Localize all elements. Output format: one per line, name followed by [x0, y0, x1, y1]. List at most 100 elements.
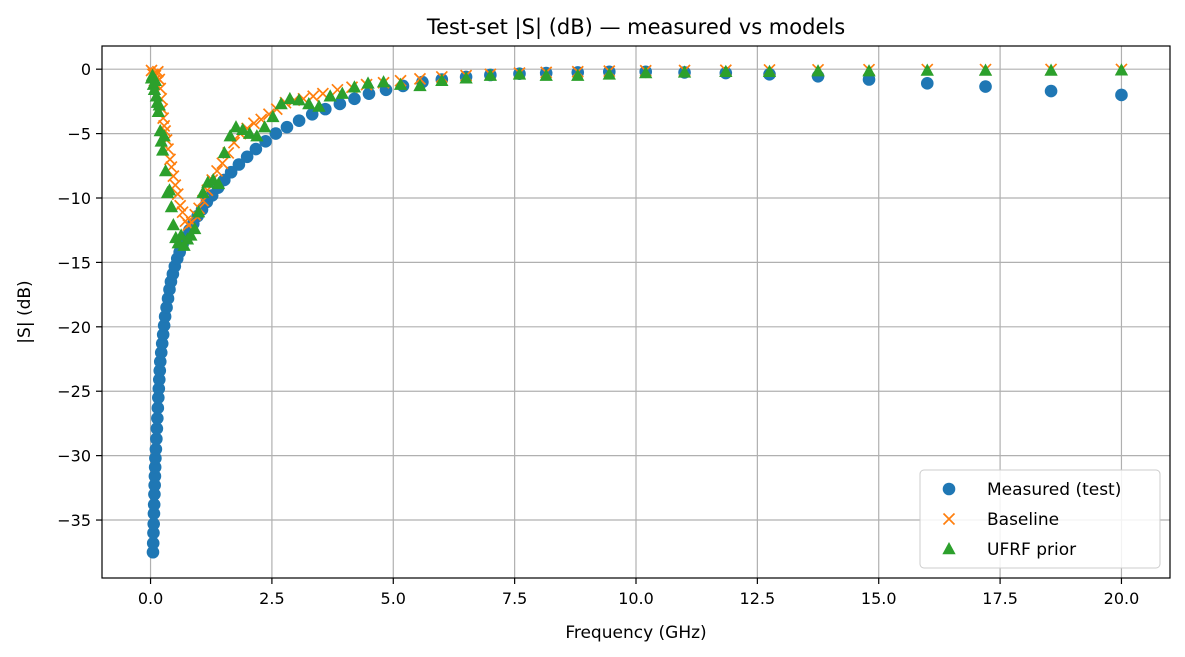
axes: 0.0 2.5 5.0 7.5 10.0 12.5 15.0 17.5 20.0 0 −5 −10 −1…	[57, 60, 1139, 608]
data-point	[274, 96, 288, 110]
x-axis-label: Frequency (GHz)	[565, 623, 706, 643]
x-tick-label: 15.0	[861, 589, 897, 608]
data-point	[216, 157, 229, 170]
data-point	[323, 89, 337, 102]
data-point	[148, 478, 161, 492]
data-point	[152, 373, 166, 386]
data-point	[148, 73, 163, 87]
x-tick-label: 2.5	[259, 589, 284, 608]
x-tick-label: 20.0	[1104, 589, 1140, 608]
data-point	[166, 218, 181, 231]
data-point	[162, 183, 177, 196]
data-point	[259, 135, 272, 148]
data-point	[920, 77, 934, 90]
data-point	[361, 76, 375, 89]
data-point	[148, 469, 162, 483]
data-point	[147, 526, 160, 540]
data-point	[376, 75, 391, 88]
data-point	[677, 65, 692, 78]
data-point	[158, 163, 173, 177]
data-point	[184, 228, 198, 241]
data-point	[292, 93, 306, 106]
x-tick-label: 17.5	[982, 589, 1018, 608]
data-point	[639, 66, 653, 79]
data-point	[862, 64, 876, 77]
data-point	[413, 78, 427, 92]
data-point	[146, 545, 160, 559]
x-tick-label: 0.0	[138, 589, 163, 608]
data-point	[148, 487, 161, 501]
y-tick-label: −20	[57, 318, 91, 337]
data-point	[150, 422, 164, 435]
legend-label: Baseline	[987, 510, 1059, 530]
data-point	[979, 80, 992, 93]
data-point	[335, 86, 349, 99]
data-point	[147, 507, 161, 520]
data-point	[483, 68, 498, 81]
data-point	[147, 498, 161, 511]
data-point	[539, 68, 553, 81]
data-point	[413, 72, 427, 85]
data-point	[217, 145, 231, 159]
data-point	[174, 228, 188, 241]
data-point	[302, 96, 316, 110]
data-point	[223, 129, 237, 142]
data-point	[978, 63, 993, 76]
chart-title: Test-set |S| (dB) — measured vs models	[426, 15, 845, 40]
series-2	[144, 63, 1129, 251]
data-point	[811, 64, 825, 77]
y-axis-label: |S| (dB)	[15, 280, 35, 343]
data-point	[157, 129, 171, 142]
data-point	[393, 77, 408, 90]
data-point	[1044, 63, 1058, 76]
y-tick-label: −10	[57, 189, 91, 208]
data-point	[148, 460, 162, 474]
data-point	[150, 432, 163, 446]
data-point	[266, 109, 280, 123]
data-point	[362, 87, 376, 100]
data-point	[249, 142, 263, 156]
data-point	[153, 364, 167, 377]
y-tick-label: −30	[57, 447, 91, 466]
y-tick-label: −15	[57, 253, 91, 272]
x-tick-label: 12.5	[740, 589, 776, 608]
legend-marker	[942, 512, 956, 526]
data-point	[152, 98, 166, 111]
data-point	[196, 185, 210, 199]
data-point	[151, 104, 165, 117]
legend: Measured (test) Baseline UFRF prior	[919, 469, 1161, 569]
data-point	[269, 127, 283, 140]
x-tick-label: 7.5	[502, 589, 527, 608]
data-point	[283, 91, 297, 105]
plot-frame	[101, 45, 1171, 579]
legend-label: UFRF prior	[987, 540, 1076, 560]
data-point	[191, 205, 206, 218]
data-point	[602, 67, 616, 80]
data-point	[1044, 84, 1058, 98]
data-point	[512, 67, 527, 80]
data-point	[292, 114, 306, 128]
data-point	[257, 120, 272, 133]
data-point	[164, 200, 179, 213]
data-point	[247, 117, 261, 130]
data-point	[188, 221, 202, 235]
data-point	[151, 411, 164, 425]
data-point	[146, 536, 160, 550]
data-point	[224, 165, 238, 179]
data-point	[236, 122, 250, 135]
data-point	[1114, 63, 1129, 76]
data-point	[435, 73, 449, 87]
data-point	[719, 64, 733, 78]
data-point	[571, 68, 585, 81]
data-point	[177, 238, 191, 251]
data-point	[151, 401, 165, 415]
y-tick-label: 0	[81, 60, 91, 79]
data-point	[347, 80, 362, 93]
y-tick-label: −5	[67, 125, 91, 144]
data-point	[312, 99, 326, 112]
data-point	[149, 442, 163, 456]
data-marks	[144, 63, 1129, 559]
y-tick-label: −35	[57, 511, 91, 530]
data-point	[762, 64, 777, 78]
